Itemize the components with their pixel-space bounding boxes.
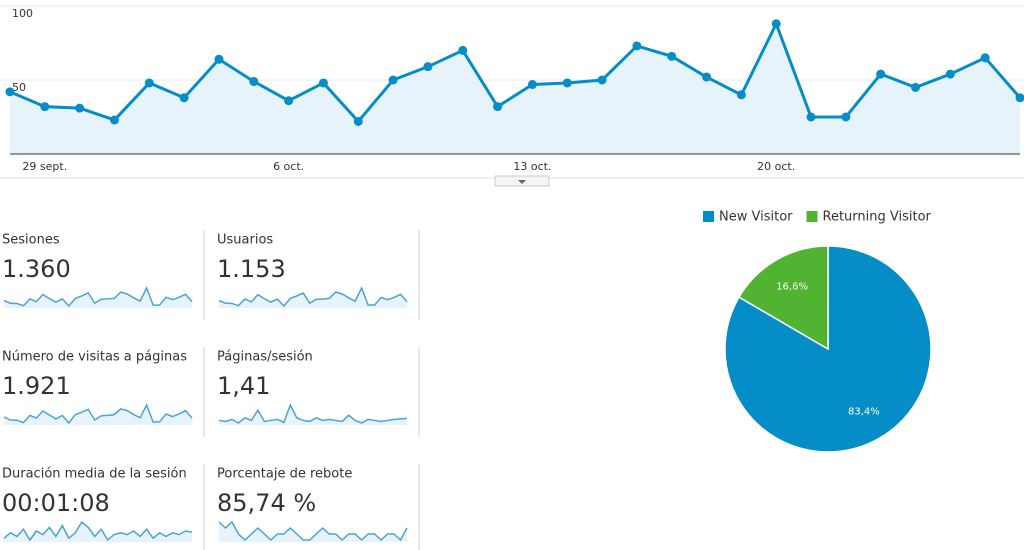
metric-value: 1,41 (217, 372, 270, 400)
y-tick-label: 50 (12, 81, 26, 94)
sparkline-area (219, 288, 407, 308)
point (493, 102, 503, 112)
sparkline (3, 286, 193, 308)
metric-label: Duración media de la sesión (2, 467, 187, 482)
point (5, 87, 15, 97)
point (980, 53, 990, 63)
point (841, 112, 851, 122)
point (179, 93, 189, 103)
point (736, 90, 746, 100)
point (458, 45, 468, 55)
metric-label: Sesiones (2, 233, 60, 248)
sparkline (3, 403, 193, 425)
metric-value: 1.153 (217, 255, 286, 283)
metric-label: Porcentaje de rebote (217, 467, 352, 482)
x-tick-label: 13 oct. (513, 160, 551, 173)
point (632, 41, 642, 51)
sparkline-area (4, 288, 192, 308)
point (911, 82, 921, 92)
sparkline-area (219, 522, 407, 542)
point (388, 75, 398, 85)
metric-value: 1.921 (2, 372, 71, 400)
sparkline (3, 520, 193, 542)
slice-label: 16,6% (776, 281, 808, 292)
point (945, 69, 955, 79)
point (75, 103, 85, 113)
sparkline (218, 520, 408, 542)
point (423, 62, 433, 72)
point (318, 78, 328, 88)
point (1015, 93, 1024, 103)
line (9, 19, 1022, 124)
metric-value: 00:01:08 (2, 489, 110, 517)
point (667, 51, 677, 61)
metric-label: Número de visitas a páginas (2, 350, 187, 365)
legend-label: New Visitor (719, 210, 793, 225)
point (284, 96, 294, 106)
x-tick-label: 20 oct. (757, 160, 795, 173)
sparkline-area (219, 405, 407, 425)
point (771, 19, 781, 29)
slice-label: 83,4% (848, 407, 880, 418)
point (702, 72, 712, 82)
point (353, 116, 363, 126)
x-tick-label: 29 sept. (22, 160, 67, 173)
metric-label: Usuarios (217, 233, 273, 248)
toggle-arrow (518, 180, 526, 184)
sparkline (218, 403, 408, 424)
point (40, 102, 50, 112)
legend-swatch (806, 211, 818, 222)
area (10, 23, 1020, 155)
metric-value: 1.360 (2, 255, 71, 283)
legend-swatch (703, 211, 714, 222)
point (249, 76, 259, 86)
point (214, 54, 224, 64)
y-tick-label: 100 (12, 7, 33, 20)
point (562, 78, 572, 88)
sparkline (218, 286, 408, 308)
x-tick-label: 6 oct. (273, 160, 304, 173)
sparkline-area (4, 522, 192, 542)
point (597, 75, 607, 85)
point (806, 112, 816, 122)
sparkline-area (4, 405, 192, 425)
point (527, 79, 537, 89)
metric-label: Páginas/sesión (217, 350, 313, 365)
point (144, 78, 154, 88)
metric-value: 85,74 % (217, 489, 316, 517)
pie-slice (737, 245, 829, 351)
legend-label: Returning Visitor (823, 210, 932, 225)
point (109, 115, 119, 125)
point (876, 69, 886, 79)
